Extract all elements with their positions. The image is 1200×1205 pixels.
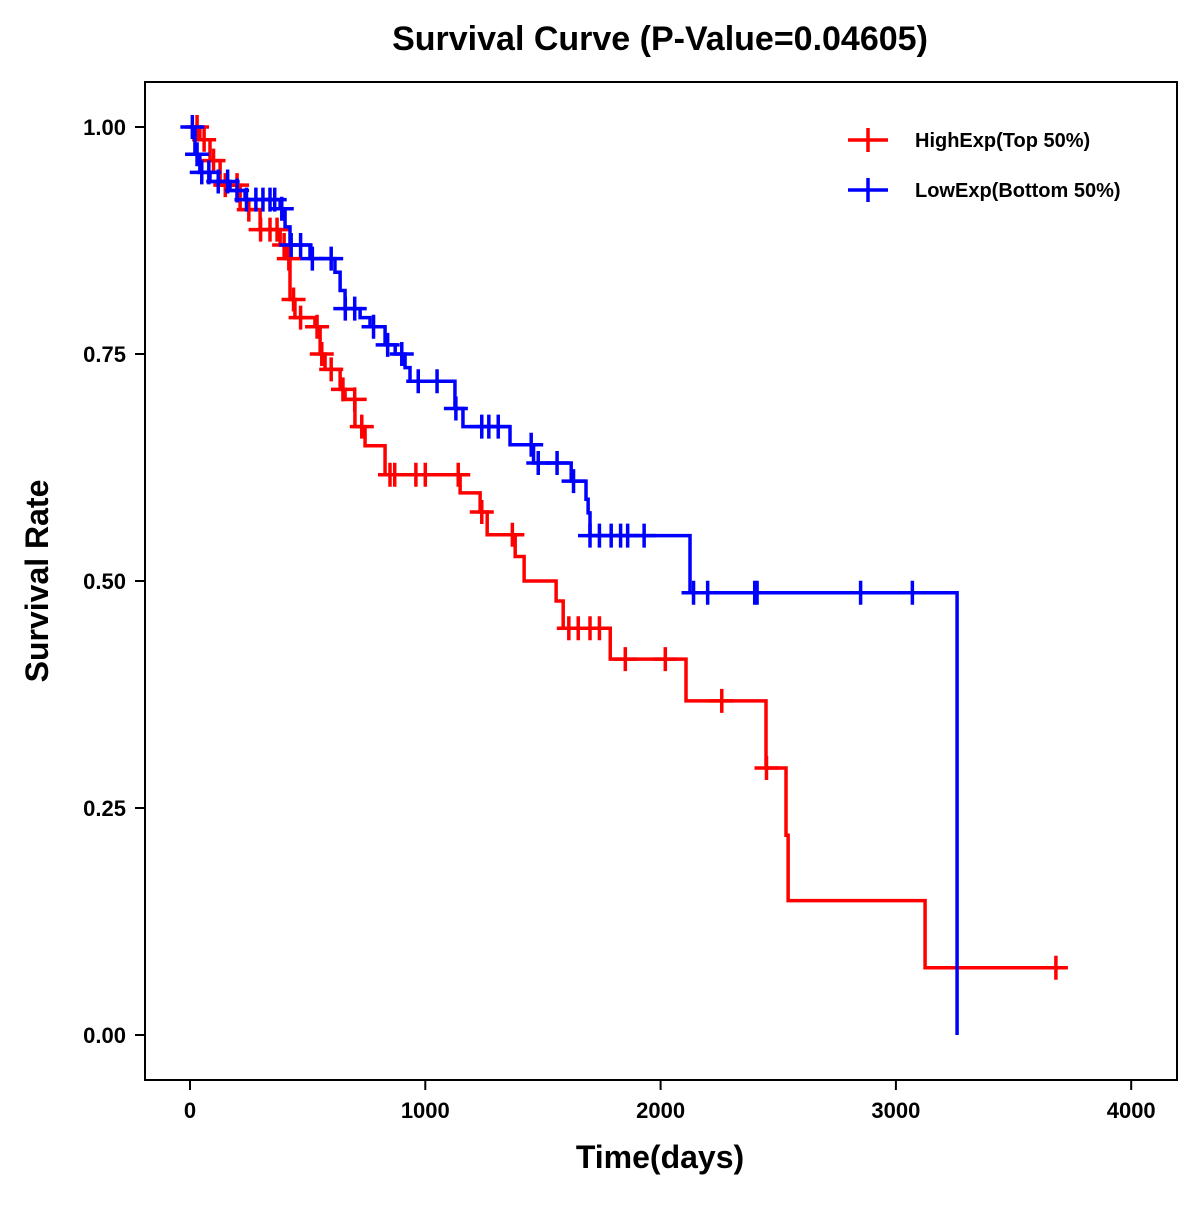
censor-mark — [389, 342, 414, 366]
censor-mark — [288, 233, 313, 258]
censor-mark — [349, 414, 374, 439]
censor-mark — [342, 296, 367, 321]
censor-mark — [265, 217, 290, 242]
censor-mark — [413, 462, 438, 487]
y-axis: 0.00 0.25 0.50 0.75 1.00 — [83, 115, 145, 1048]
censor-mark — [269, 196, 294, 221]
plot-frame — [144, 81, 1178, 1081]
y-tick-label: 0.00 — [83, 1023, 126, 1048]
censor-mark — [201, 148, 226, 173]
censor-mark — [342, 387, 367, 412]
censor-mark — [319, 357, 344, 382]
legend-marker — [848, 128, 888, 152]
chart-title: Survival Curve (P-Value=0.04605) — [392, 20, 928, 58]
censor-mark — [754, 756, 779, 781]
y-tick-label: 0.75 — [83, 342, 126, 367]
survival-line-1 — [190, 125, 959, 1035]
censor-mark — [900, 580, 925, 605]
y-axis-label: Survival Rate — [19, 480, 55, 683]
legend: HighExp(Top 50%) LowExp(Bottom 50%) — [848, 128, 1121, 202]
censor-mark — [632, 523, 657, 548]
curves — [180, 115, 1068, 1035]
legend-label: LowExp(Bottom 50%) — [915, 180, 1121, 202]
censor-mark — [185, 142, 210, 167]
x-tick-label: 1000 — [401, 1098, 450, 1123]
censor-mark — [653, 647, 678, 672]
censor-mark — [469, 499, 494, 524]
censor-mark — [486, 414, 511, 439]
x-axis: 0 1000 2000 3000 4000 — [184, 1080, 1156, 1123]
x-tick-label: 3000 — [871, 1098, 920, 1123]
censor-mark — [561, 469, 586, 494]
censor-mark — [375, 332, 400, 357]
x-tick-label: 4000 — [1107, 1098, 1156, 1123]
censor-mark — [361, 314, 386, 339]
y-tick-label: 0.50 — [83, 569, 126, 594]
censor-mark — [309, 342, 334, 366]
censor-mark — [443, 396, 468, 421]
censor-mark — [613, 647, 638, 672]
censor-mark — [382, 462, 407, 487]
censor-mark — [848, 580, 873, 605]
legend-marker — [848, 178, 888, 202]
censor-mark — [281, 287, 306, 312]
censor-mark — [587, 616, 612, 641]
censor-mark — [695, 580, 720, 605]
censor-mark — [545, 450, 570, 475]
legend-label: HighExp(Top 50%) — [915, 130, 1090, 152]
censor-mark — [425, 369, 450, 394]
censor-mark — [709, 688, 734, 713]
censor-mark — [305, 314, 330, 339]
censor-mark — [500, 522, 525, 547]
censor-mark — [180, 115, 205, 139]
censor-mark — [276, 246, 301, 271]
y-tick-label: 0.25 — [83, 796, 126, 821]
censor-mark — [519, 432, 544, 457]
x-tick-label: 2000 — [636, 1098, 685, 1123]
x-axis-label: Time(days) — [576, 1139, 744, 1175]
censor-mark — [1043, 955, 1068, 980]
censor-mark — [319, 246, 344, 271]
censor-mark — [745, 580, 770, 605]
x-tick-label: 0 — [184, 1098, 196, 1123]
censor-mark — [330, 377, 355, 402]
censor-mark — [288, 305, 313, 330]
y-tick-label: 1.00 — [83, 115, 126, 140]
survival-line-0 — [190, 125, 1056, 970]
censor-mark — [446, 462, 471, 487]
